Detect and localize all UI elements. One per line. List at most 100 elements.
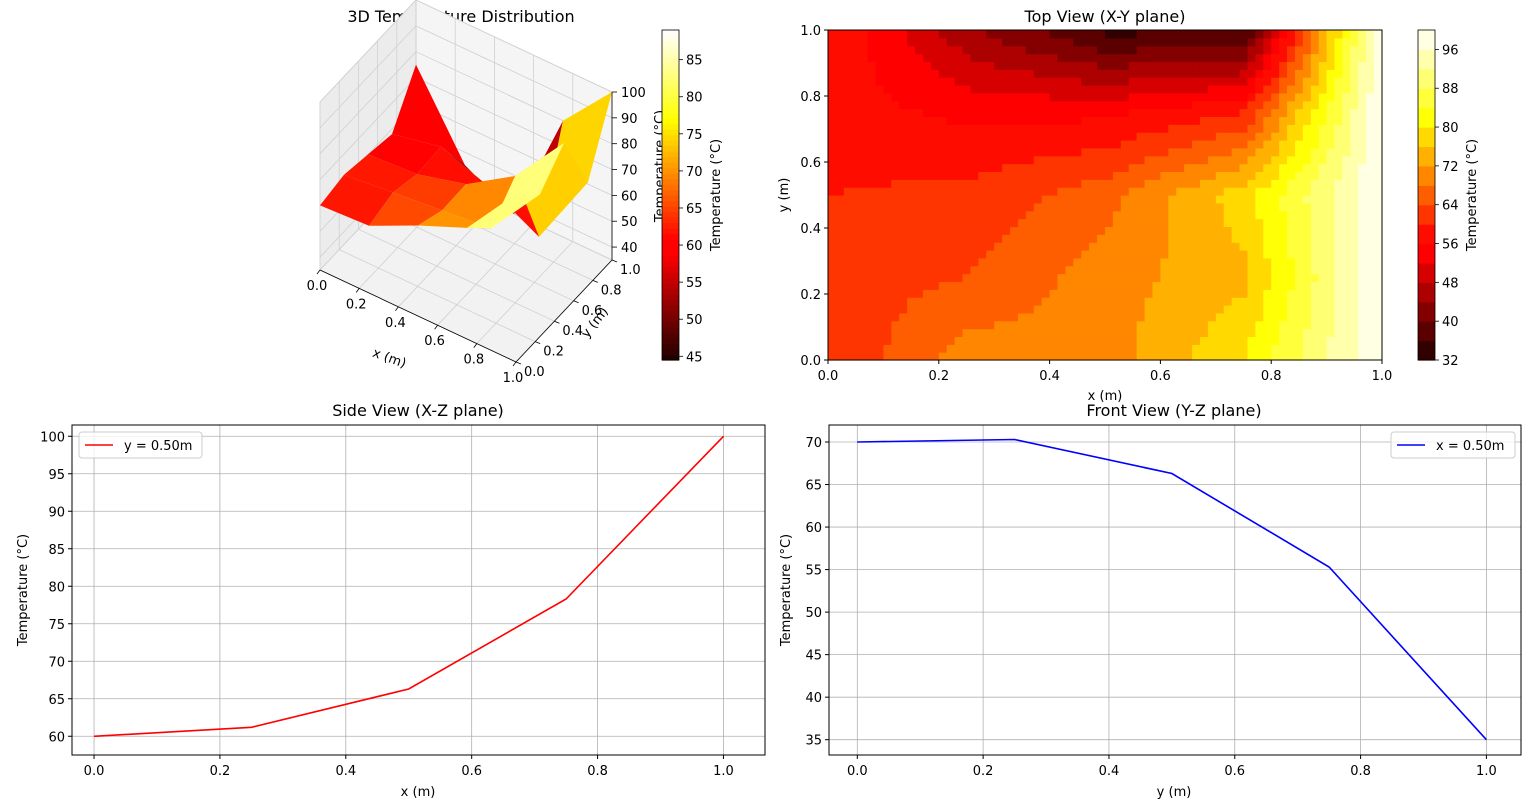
contour-cell (1152, 202, 1161, 212)
contour-cell (1112, 140, 1122, 149)
contour-cell (851, 320, 861, 330)
contour-cell (1326, 163, 1336, 173)
contour-cell (883, 352, 892, 361)
contour-cell (1247, 257, 1256, 267)
contour-cell (1097, 132, 1106, 141)
contour-cell (1089, 305, 1098, 314)
contour-cell (1287, 242, 1296, 251)
contour-cell (1192, 265, 1201, 275)
contour-cell (1057, 53, 1067, 63)
contour-cell (1334, 226, 1344, 235)
contour-cell (954, 289, 964, 298)
contour-cell (1294, 336, 1304, 345)
contour-cell (1176, 202, 1185, 212)
contour-cell (915, 37, 924, 47)
contour-cell (1144, 61, 1154, 70)
contour-cell (986, 250, 995, 259)
contour-cell (986, 297, 995, 306)
y-tick-label: 95 (48, 468, 65, 483)
contour-cell (1199, 53, 1209, 63)
contour-cell (867, 265, 877, 275)
contour-cell (1010, 108, 1019, 118)
contour-cell (1302, 328, 1312, 338)
contour-cell (1033, 226, 1043, 235)
contour-cell (907, 179, 916, 188)
contour-cell (1184, 92, 1193, 102)
contour-cell (1302, 265, 1312, 275)
y-tick-label: 35 (805, 734, 822, 749)
contour-cell (1342, 242, 1351, 251)
contour-cell (883, 320, 892, 330)
contour-cell (828, 297, 837, 306)
contour-cell (867, 218, 877, 228)
contour-cell (883, 289, 892, 298)
contour-cell (867, 77, 877, 86)
contour-cell (1294, 320, 1304, 330)
contour-cell (1176, 281, 1185, 290)
contour-cell (1112, 281, 1122, 290)
contour-cell (1223, 273, 1233, 283)
contour-cell (851, 61, 861, 70)
contour-cell (859, 210, 869, 220)
contour-cell (1358, 187, 1367, 196)
contour-cell (1002, 132, 1011, 141)
contour-cell (922, 281, 932, 290)
contour-cell (986, 116, 995, 125)
contour-cell (1279, 305, 1288, 314)
contour-cell (1184, 116, 1193, 125)
contour-cell (1374, 257, 1383, 267)
contour-cell (1144, 30, 1154, 39)
contour-cell (1263, 305, 1272, 314)
contour-cell (1097, 171, 1106, 180)
contour-cell (994, 45, 1003, 55)
z-tick-label: 50 (621, 215, 638, 230)
contour-cell (1279, 108, 1288, 118)
contour-cell (1105, 336, 1114, 345)
contour-cell (1263, 37, 1272, 47)
contour-cell (1097, 344, 1106, 353)
contour-cell (1358, 132, 1367, 141)
contour-cell (970, 108, 979, 118)
contour-cell (835, 30, 845, 39)
contour-cell (1002, 273, 1011, 283)
contour-cell (1160, 320, 1169, 330)
contour-cell (1025, 100, 1035, 110)
contour-cell (954, 273, 964, 283)
contour-cell (1263, 234, 1272, 243)
contour-cell (1010, 218, 1019, 228)
contour-cell (843, 92, 853, 102)
contour-cell (1152, 163, 1161, 173)
contour-cell (1199, 85, 1209, 94)
contour-cell (867, 234, 877, 243)
contour-cell (1025, 132, 1035, 141)
x-tick (512, 361, 517, 367)
contour-cell (1255, 273, 1264, 283)
contour-cell (851, 202, 861, 212)
contour-cell (1374, 100, 1383, 110)
contour-cell (1271, 116, 1280, 125)
contour-cell (994, 187, 1003, 196)
contour-cell (1144, 289, 1154, 298)
contour-cell (1318, 210, 1328, 220)
contour-cell (970, 289, 979, 298)
contour-cell (899, 250, 908, 259)
contour-cell (1168, 37, 1177, 47)
contour-cell (907, 171, 916, 180)
colorbar-tick-label: 60 (686, 239, 703, 254)
colorbar-segment (662, 239, 679, 246)
contour-cell (1334, 69, 1344, 78)
colorbar-segment (1418, 107, 1435, 128)
contour-cell (1334, 242, 1344, 251)
contour-cell (978, 320, 987, 330)
contour-cell (907, 45, 916, 55)
contour-cell (907, 328, 916, 338)
contour-cell (1199, 61, 1209, 70)
contour-cell (1350, 132, 1359, 141)
contour-cell (883, 265, 892, 275)
contour-cell (1041, 320, 1051, 330)
contour-cell (946, 202, 956, 212)
contour-cell (1010, 320, 1019, 330)
contour-cell (922, 179, 932, 188)
contour-cell (1152, 171, 1161, 180)
contour-cell (1263, 297, 1272, 306)
